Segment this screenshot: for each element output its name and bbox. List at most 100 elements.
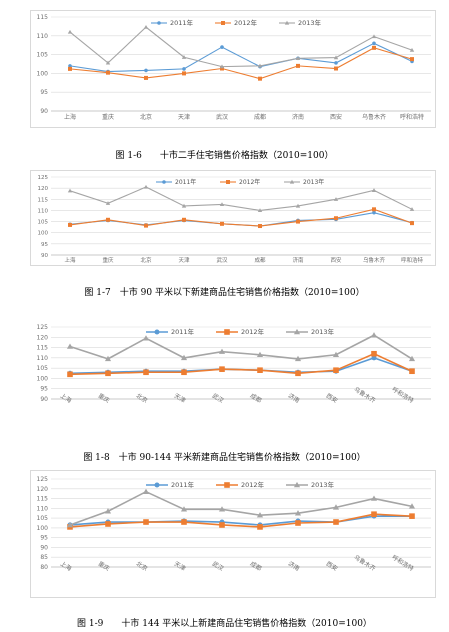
chart-2-series-0-point-8 <box>372 210 376 215</box>
chart-1-series-1-point-6 <box>296 63 300 68</box>
chart-3-series-2-point-6 <box>294 355 302 362</box>
chart-4-series-2-point-0 <box>66 521 74 528</box>
chart-4-xtick-9: 呼和浩特 <box>391 553 416 573</box>
chart-4-xtick-2: 北京 <box>135 560 149 573</box>
chart-1-series-0-point-7 <box>334 61 338 65</box>
chart-3-series-2-point-4 <box>218 348 226 354</box>
chart-3-series-1-point-9 <box>409 368 415 375</box>
chart-1-series-1-point-4 <box>220 66 224 71</box>
chart-2-series-1-point-7 <box>334 216 338 221</box>
chart-2-xtick-5: 成都 <box>254 256 266 264</box>
chart-3-xtick-6: 济南 <box>287 392 301 405</box>
chart-4-series-2-point-3 <box>180 506 188 512</box>
chart-2-svg: 90 95 100 105 110 115 120 125 上海 重庆 北京 天津 武汉 成都 济南 西安 乌鲁… <box>38 175 431 264</box>
chart-3-series-2-point-7 <box>332 351 340 358</box>
chart-1-series-1-line <box>69 47 413 80</box>
chart-1-series-0-point-3 <box>182 67 186 71</box>
chart-3-ytick-100: 100 <box>37 375 49 382</box>
chart-4-legend-1-marker <box>224 482 230 488</box>
chart-1-ytick-110: 110 <box>37 33 49 40</box>
chart-2-legend-0-label: 2011年 <box>175 178 196 186</box>
chart-1-series-2-point-2 <box>143 24 149 29</box>
chart-2-series-2-point-3 <box>181 203 187 208</box>
chart-3-legend-1-marker <box>224 329 230 335</box>
chart-4-series-1-point-1 <box>105 521 111 527</box>
chart-4-series-0-line <box>69 515 412 526</box>
chart-2-series-1-point-0 <box>68 222 72 227</box>
chart-4-series-1-point-2 <box>143 519 149 525</box>
chart-3-ytick-90: 90 <box>40 396 48 403</box>
chart-4-xtick-1: 重庆 <box>97 560 111 573</box>
chart-2-series-2-point-1 <box>105 201 111 205</box>
chart-3-series-1-point-7 <box>333 367 339 373</box>
chart-3-series-2-point-3 <box>180 354 188 361</box>
chart-2-xtick-9: 呼和浩特 <box>401 256 424 264</box>
chart-2-series-2-point-6 <box>295 203 301 208</box>
chart-3-svg: 90 95 100 105 110 115 120 125 上海 重庆 北京 天津 武汉 成都 济南 西安 乌鲁… <box>37 324 431 405</box>
chart-3-ytick-120: 120 <box>37 334 49 341</box>
chart-3-series-1-point-2 <box>143 369 149 376</box>
chart-1-xtick-2: 北京 <box>140 113 152 121</box>
chart-4-ytick-80: 80 <box>40 564 48 571</box>
chart-3-series-1-point-8 <box>371 350 377 357</box>
chart-3-legend-2-marker <box>293 328 301 335</box>
chart-2-xtick-7: 西安 <box>330 256 342 264</box>
chart-2-series-1-point-8 <box>372 207 376 212</box>
chart-1-series-0-point-4 <box>220 45 224 49</box>
chart-1-xtick-6: 济南 <box>292 113 304 121</box>
chart-1-series-1-point-2 <box>144 75 148 80</box>
chart-2-legend-0-marker <box>162 180 166 184</box>
chart-2-series-2-point-8 <box>371 188 377 192</box>
chart-2-xtick-6: 济南 <box>292 256 304 264</box>
chart-4-legend-1-label: 2012年 <box>241 480 265 489</box>
chart-3-xtick-0: 上海 <box>59 392 73 405</box>
chart-4-xtick-8: 乌鲁木齐 <box>353 553 378 573</box>
chart-3-xtick-5: 成都 <box>249 392 263 405</box>
chart-4-series-2-point-1 <box>104 508 112 514</box>
chart-frame-4: 80 85 90 95 100 105 110 115 120 125 上海 重庆 北京 天津 武汉 成都 济南… <box>30 470 436 598</box>
chart-3-series-0-point-8 <box>371 355 377 361</box>
chart-1-series-1-point-9 <box>410 57 414 62</box>
chart-4-series-2-point-6 <box>294 510 302 516</box>
chart-3-series-1-point-1 <box>105 370 111 377</box>
chart-4-series-2-point-4 <box>218 506 226 512</box>
chart-1-series-1-point-3 <box>182 71 186 76</box>
chart-4-series-1-point-6 <box>295 520 301 526</box>
chart-4-series-1-point-7 <box>333 519 339 525</box>
chart-1-series-0-point-8 <box>372 41 376 46</box>
chart-3-legend-2-label: 2013年 <box>311 327 335 336</box>
chart-2-series-2-point-5 <box>257 208 263 213</box>
chart-frame-1: 90 95 100 105 110 115 上海 重庆 北京 天津 武汉 成都 济南 西安 乌鲁木齐 呼和浩特… <box>30 10 436 128</box>
chart-4-ytick-85: 85 <box>40 554 48 561</box>
chart-3-series-2-point-5 <box>256 351 264 358</box>
chart-3-series-1-point-4 <box>219 366 225 372</box>
chart-4-ytick-105: 105 <box>37 515 49 522</box>
chart-3-series-2-point-2 <box>142 335 150 341</box>
chart-1-ytick-90: 90 <box>40 108 48 115</box>
chart-2-series-1-point-5 <box>258 224 262 229</box>
chart-3-series-2-point-0 <box>66 343 74 349</box>
chart-2-legend-2-marker <box>289 179 295 184</box>
chart-1-series-2-line <box>69 26 413 68</box>
chart-1-legend-0-label: 2011年 <box>170 18 194 27</box>
chart-3-legend-0-label: 2011年 <box>171 327 195 336</box>
chart-2-series-1-point-9 <box>410 221 414 226</box>
chart-4-xtick-4: 武汉 <box>211 560 225 573</box>
chart-4-series-1-point-8 <box>371 511 377 517</box>
chart-3-ytick-125: 125 <box>37 324 49 331</box>
chart-1-series-2-point-4 <box>219 64 225 69</box>
chart-2-series-0-line <box>69 212 413 227</box>
chart-2-series-2-point-9 <box>409 207 415 211</box>
chart-4-series-2-point-9 <box>408 503 416 509</box>
chart-3-xtick-8: 乌鲁木齐 <box>353 385 378 405</box>
chart-1-series-0-point-0 <box>68 64 72 68</box>
chart-1-series-1-point-5 <box>258 76 262 81</box>
chart-3-xtick-1: 重庆 <box>97 392 111 405</box>
chart-1-ytick-105: 105 <box>37 52 49 59</box>
chart-2-legend-2-label: 2013年 <box>303 178 324 186</box>
chart-3-legend-1-label: 2012年 <box>241 327 265 336</box>
chart-1-xtick-9: 呼和浩特 <box>400 113 424 121</box>
chart-1-series-0-point-2 <box>144 68 148 73</box>
chart-3-series-1-point-3 <box>181 369 187 376</box>
chart-3-caption: 图 1-8 十市 90-144 平米新建商品住宅销售价格指数（2010=100） <box>83 453 366 463</box>
